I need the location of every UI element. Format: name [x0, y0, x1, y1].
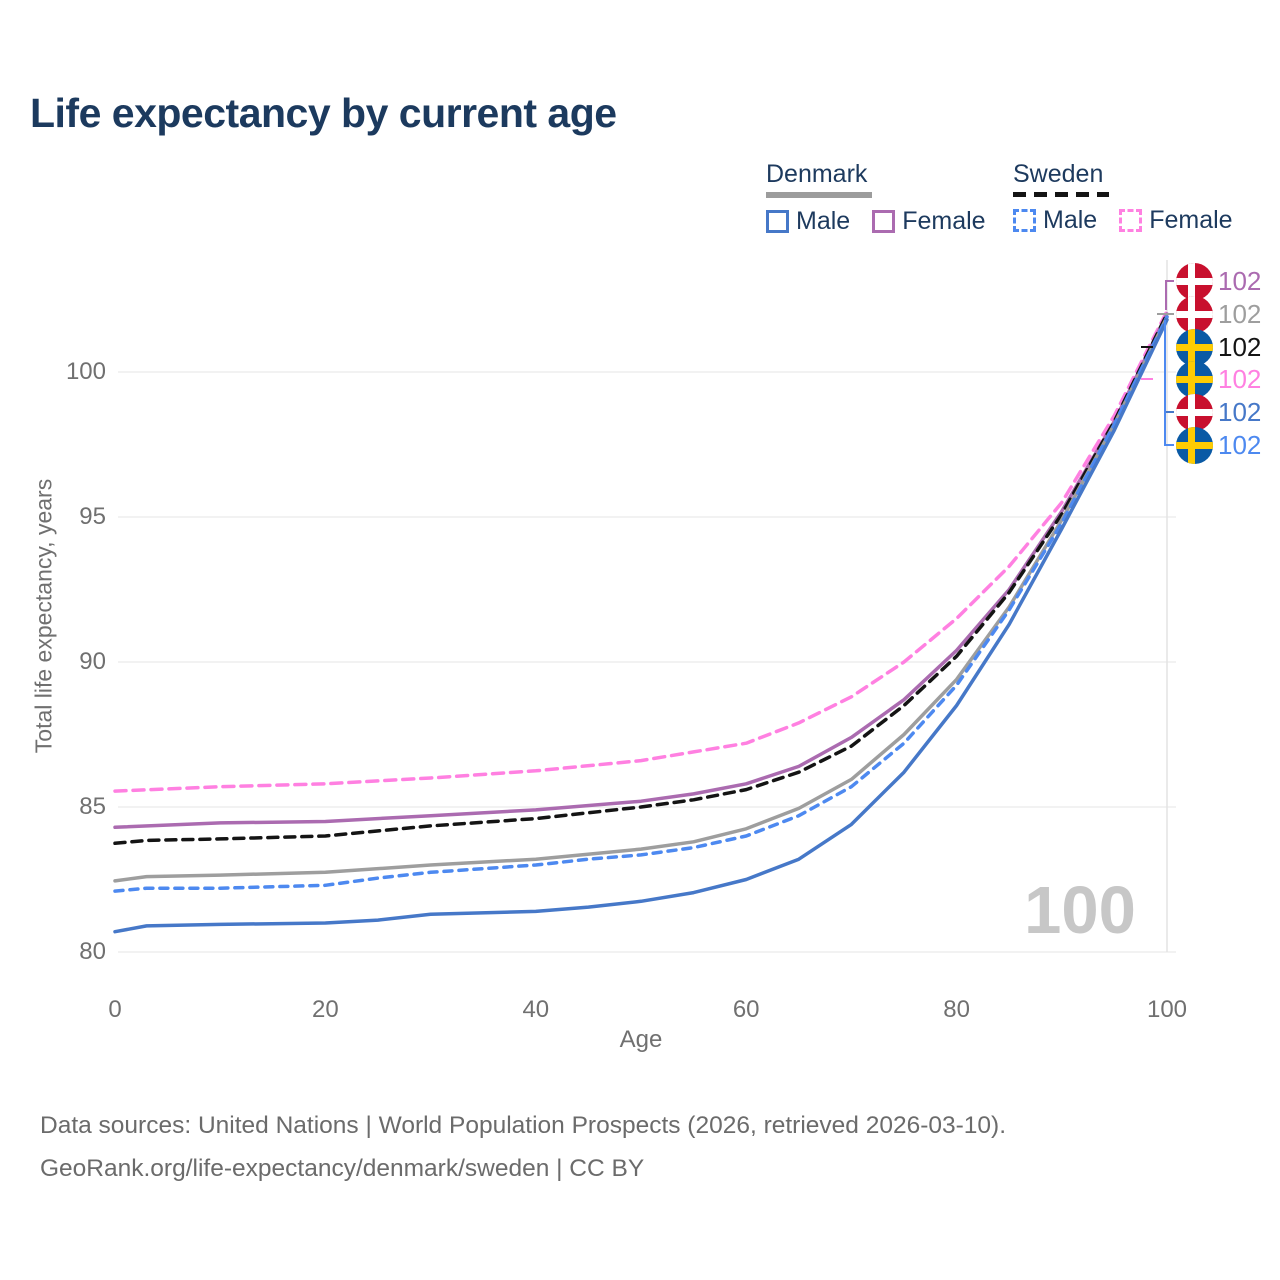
end-value-label-denmark-male: 102 [1218, 397, 1262, 427]
label-connector-denmark-female [1165, 280, 1174, 310]
x-axis-tick-label: 100 [1146, 996, 1188, 1023]
legend-denmark-label[interactable]: Denmark [766, 160, 868, 188]
legend-denmark-line-swatch [766, 192, 872, 198]
end-value-label-sweden-male: 102 [1218, 430, 1262, 460]
legend-group-denmark: Denmark Male Female [766, 160, 986, 236]
end-value-label-sweden-total: 102 [1218, 332, 1262, 362]
y-axis-tick-label: 80 [79, 938, 106, 965]
x-axis-tick-label: 20 [312, 996, 339, 1023]
series-line-sweden-female[interactable] [113, 309, 1169, 793]
legend-item-sweden-male[interactable]: Male [1013, 206, 1097, 235]
y-axis-tick-label: 100 [65, 358, 106, 385]
series-line-sweden-total[interactable] [113, 312, 1169, 846]
x-axis-tick-label: 60 [732, 996, 760, 1023]
legend-item-denmark-male[interactable]: Male [766, 207, 850, 236]
y-axis-tick-label: 95 [79, 503, 106, 530]
legend-item-label: Male [796, 207, 851, 235]
series-line-sweden-male[interactable] [113, 315, 1169, 893]
legend-item-label: Female [902, 207, 986, 235]
x-axis-tick-label: 80 [943, 996, 970, 1023]
footer: Data sources: United Nations | World Pop… [40, 1104, 1006, 1190]
end-value-label-denmark-total: 102 [1218, 299, 1262, 329]
legend-sweden-line-swatch [1013, 192, 1109, 197]
y-axis-tick-label: 85 [79, 793, 106, 820]
x-axis-tick-label: 40 [522, 996, 550, 1023]
legend-sweden-label[interactable]: Sweden [1013, 160, 1104, 188]
end-value-label-sweden-female: 102 [1218, 364, 1262, 394]
page-title: Life expectancy by current age [30, 90, 617, 136]
label-connector-sweden-male [1164, 320, 1174, 446]
sweden-female-swatch-icon [1119, 209, 1143, 232]
series-line-denmark-female[interactable] [113, 312, 1169, 830]
hover-age-watermark: 100 [1024, 873, 1136, 948]
sweden-flag-icon [1176, 361, 1213, 398]
series-line-denmark-male[interactable] [113, 318, 1169, 934]
x-axis-title: Age [619, 1026, 663, 1053]
footer-sources-line: Data sources: United Nations | World Pop… [40, 1112, 1007, 1139]
legend-item-sweden-female[interactable]: Female [1119, 206, 1233, 235]
denmark-flag-icon [1176, 263, 1213, 300]
series-line-denmark-total[interactable] [113, 315, 1169, 883]
y-axis-tick-label: 90 [79, 648, 106, 675]
legend-item-denmark-female[interactable]: Female [872, 207, 986, 236]
sweden-flag-icon [1176, 329, 1213, 366]
denmark-male-swatch-icon [766, 210, 789, 233]
sweden-male-swatch-icon [1013, 209, 1036, 232]
legend-item-label: Male [1043, 206, 1098, 234]
legend-group-sweden: Sweden Male Female [1013, 160, 1233, 235]
denmark-flag-icon [1176, 296, 1213, 333]
sweden-flag-icon [1176, 427, 1213, 464]
denmark-flag-icon [1176, 394, 1213, 431]
legend-item-label: Female [1149, 206, 1233, 234]
x-axis-tick-label: 0 [108, 996, 122, 1023]
footer-attribution-line: GeoRank.org/life-expectancy/denmark/swed… [40, 1155, 645, 1182]
end-value-label-denmark-female: 102 [1218, 266, 1262, 296]
denmark-female-swatch-icon [872, 210, 896, 233]
